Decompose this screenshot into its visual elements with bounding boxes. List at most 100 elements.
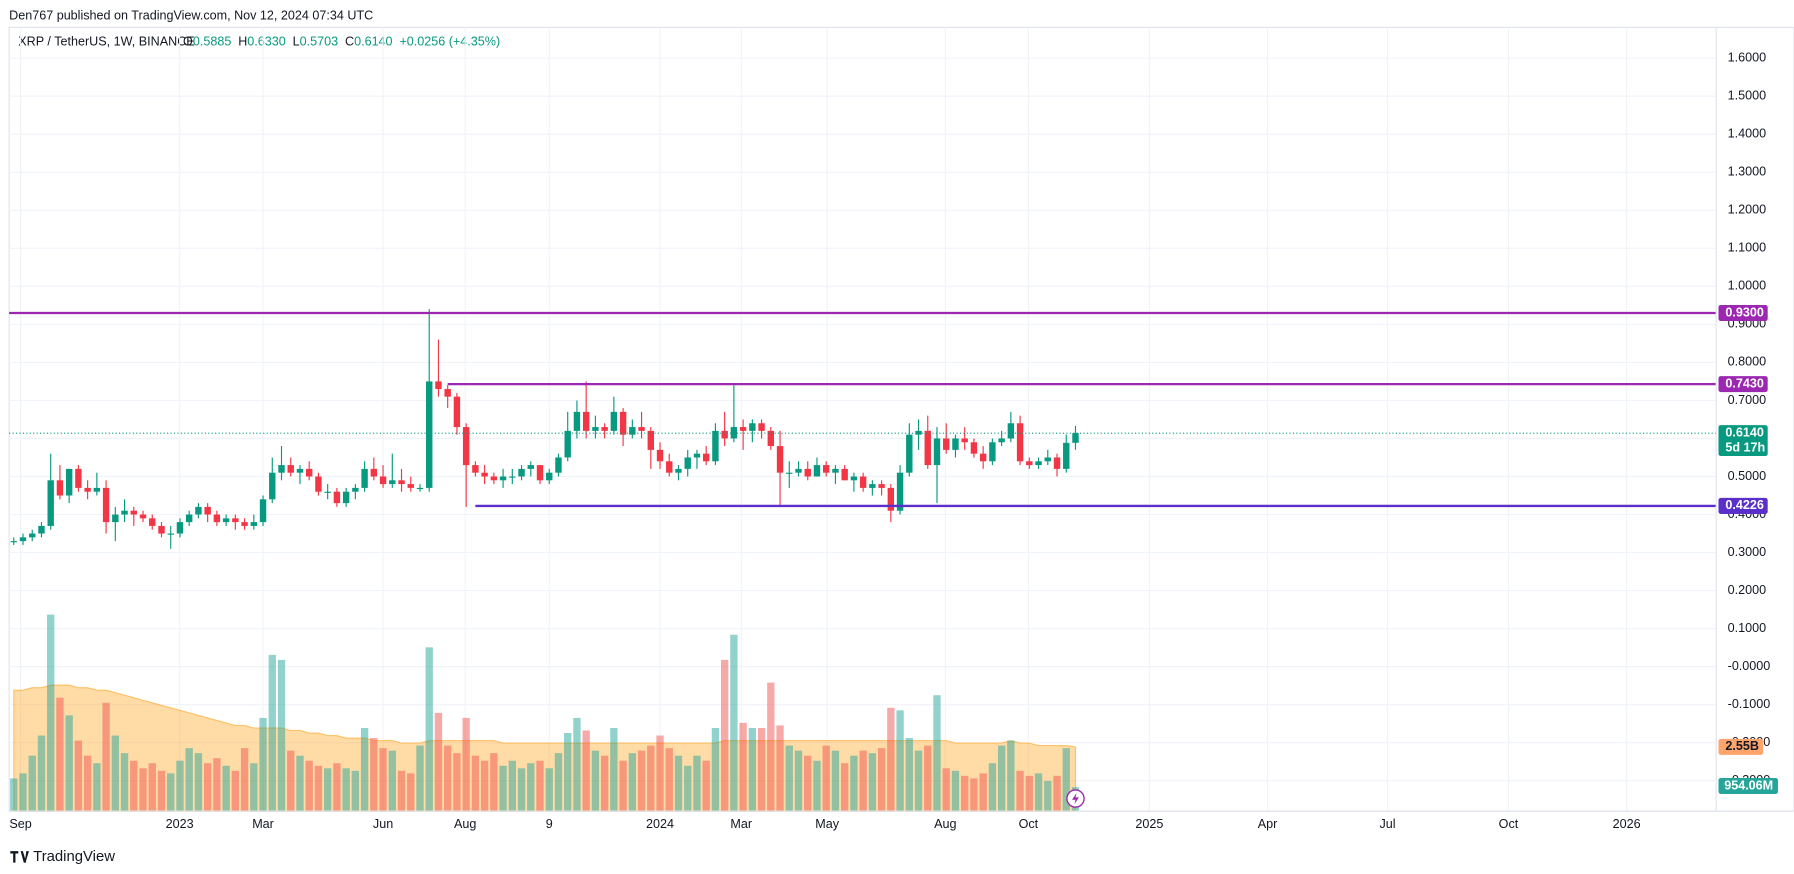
y-tick-label: 1.1000 — [1728, 241, 1766, 255]
volume-bar — [203, 763, 212, 812]
volume-bar — [979, 773, 987, 812]
candle-body — [204, 506, 211, 515]
published-line: Den767 published on TradingView.com, Nov… — [9, 8, 373, 22]
volume-bar — [194, 753, 203, 812]
x-tick-label: Oct — [1019, 817, 1039, 831]
candle-body — [564, 430, 571, 458]
x-tick-label: Jul — [1379, 817, 1395, 831]
candle-body — [509, 476, 516, 478]
candle-body — [776, 446, 784, 473]
candle-body — [84, 487, 91, 492]
candle-body — [1072, 433, 1079, 443]
candle-body — [130, 510, 137, 515]
candle-body — [10, 541, 17, 543]
candle-body — [629, 427, 636, 435]
volume-bar — [600, 755, 609, 812]
volume-bar — [924, 745, 932, 812]
candle-body — [222, 518, 230, 523]
level-label: 0.9300 — [1725, 305, 1763, 319]
volume-bar — [167, 773, 175, 812]
candle-body — [398, 480, 405, 485]
candle-body — [19, 537, 27, 542]
volume-bar — [490, 753, 498, 812]
volume-bar — [988, 763, 997, 812]
volume-bar — [776, 725, 784, 812]
candle-body — [998, 438, 1005, 443]
candle-body — [555, 457, 562, 473]
x-tick-label: Oct — [1499, 817, 1519, 831]
volume-bar — [130, 760, 138, 812]
volume-bar — [961, 775, 969, 812]
volume-bar — [564, 733, 572, 812]
y-tick-label: 1.4000 — [1728, 127, 1766, 141]
candle-body — [739, 427, 747, 431]
volume-bar — [619, 760, 627, 812]
volume-bar — [794, 750, 803, 812]
candle-body — [1035, 461, 1042, 466]
x-tick-label: 2026 — [1613, 817, 1641, 831]
candle-body — [185, 514, 193, 523]
y-tick-label: 0.1000 — [1728, 621, 1766, 635]
volume-bar — [19, 773, 27, 812]
candle-body — [47, 480, 54, 526]
volume-bar — [767, 682, 775, 812]
volume-bar — [877, 748, 886, 812]
volume-bar — [471, 755, 480, 812]
candle-body — [573, 411, 581, 431]
candle-body — [619, 411, 627, 435]
volume-bar — [111, 735, 119, 812]
volume-bar — [868, 753, 877, 812]
volume-bar — [1044, 780, 1052, 812]
x-tick-label: Aug — [454, 817, 476, 831]
volume-bar — [997, 745, 1006, 812]
candle-body — [361, 468, 368, 488]
candle-body — [305, 468, 313, 477]
volume-bar — [693, 755, 701, 812]
volume-bar — [647, 745, 655, 812]
volume-bar — [914, 750, 923, 812]
candle-body — [943, 438, 950, 450]
level-label: 0.7430 — [1725, 376, 1763, 390]
candle-body — [287, 465, 294, 473]
volume-bar — [462, 717, 470, 812]
volume-bar — [139, 768, 147, 812]
y-tick-label: 1.3000 — [1728, 165, 1766, 179]
y-tick-label: 1.2000 — [1728, 203, 1766, 217]
volume-bar — [259, 717, 267, 812]
volume-bar — [711, 727, 720, 812]
candle-body — [65, 468, 73, 496]
volume-bar — [360, 727, 369, 812]
candle-body — [389, 480, 396, 485]
ohlc-key: O — [183, 35, 193, 49]
candle-body — [823, 465, 830, 473]
plot-frame — [8, 26, 1794, 812]
y-tick-label: 1.5000 — [1728, 89, 1766, 103]
candle-body — [786, 472, 793, 474]
x-tick-label: May — [815, 817, 839, 831]
ohlc-row: O0.5885 H0.6330 L0.5703 C0.6140 +0.0256 (+4.… — [183, 35, 500, 49]
axes: 1.6000 1.5000 1.4000 1.3000 1.2000 1.1000 1.00… — [9, 27, 1794, 831]
candle-body — [869, 484, 876, 488]
volume-bar — [37, 735, 46, 812]
candle-body — [758, 423, 765, 431]
x-tick-label: 2023 — [166, 817, 194, 831]
levels — [9, 311, 1717, 508]
y-tick-label: -0.1000 — [1728, 697, 1771, 711]
volume-badge — [1718, 777, 1778, 794]
candle-body — [887, 487, 895, 511]
candle-body — [832, 468, 839, 473]
candle-body — [38, 525, 45, 534]
candles — [10, 309, 1079, 549]
volume-bar — [1007, 740, 1015, 812]
candle-body — [29, 533, 36, 538]
candle-body — [924, 430, 931, 466]
candle-body — [379, 476, 387, 485]
grid — [9, 27, 1717, 812]
volume-label: 954.06M — [1724, 778, 1773, 792]
volume-bar — [970, 778, 978, 812]
candle-body — [804, 468, 811, 477]
candle-body — [195, 506, 202, 515]
volume-bar — [637, 750, 646, 812]
candle-body — [610, 411, 618, 431]
